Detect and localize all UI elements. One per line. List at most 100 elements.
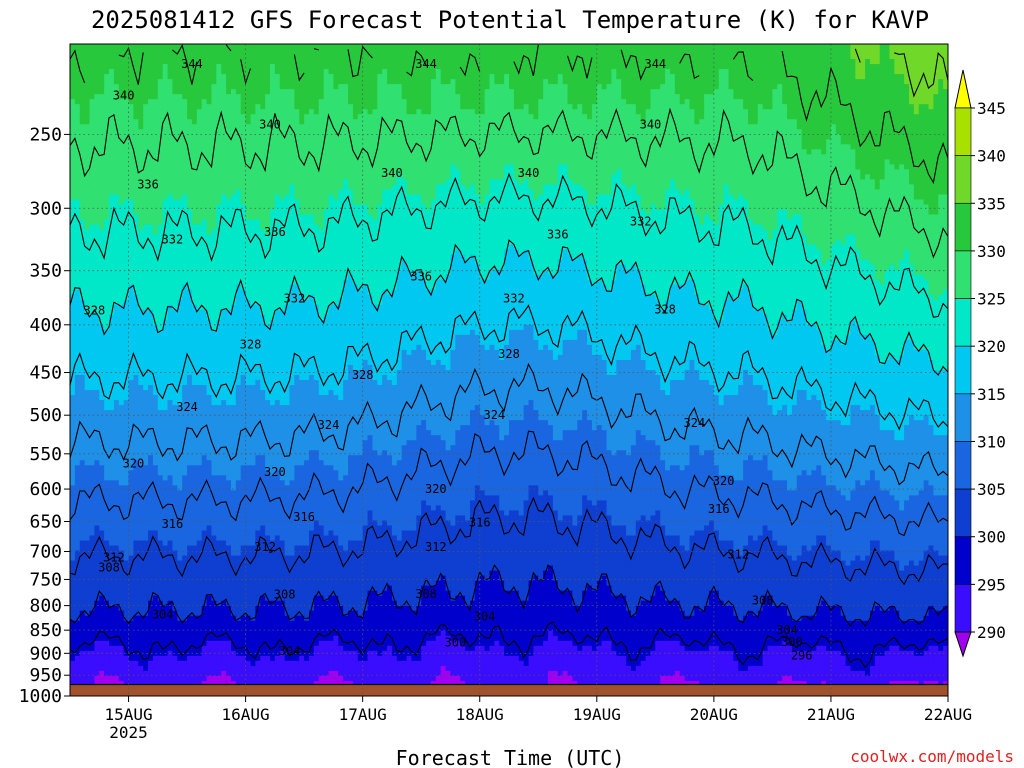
field-cell — [430, 174, 437, 181]
field-cell — [352, 54, 359, 60]
field-cell — [611, 49, 617, 55]
field-cell — [94, 64, 100, 70]
field-cell — [338, 104, 344, 110]
field-cell — [689, 104, 695, 110]
field-cell — [240, 144, 247, 150]
field-cell — [601, 109, 608, 115]
field-cell — [762, 114, 769, 120]
field-cell — [191, 114, 198, 120]
field-cell — [713, 179, 720, 186]
field-cell — [889, 104, 895, 110]
field-cell — [235, 94, 242, 100]
field-cell — [889, 99, 895, 105]
field-cell — [450, 69, 456, 75]
field-cell — [708, 149, 715, 155]
field-cell — [704, 54, 710, 60]
field-cell — [255, 164, 261, 170]
field-cell — [118, 144, 125, 150]
field-cell — [299, 54, 305, 60]
field-cell — [718, 134, 725, 140]
field-cell — [557, 119, 564, 125]
field-cell — [640, 59, 647, 65]
field-cell — [913, 69, 920, 75]
field-cell — [318, 109, 325, 115]
field-cell — [669, 99, 676, 105]
field-cell — [70, 154, 76, 160]
field-cell — [123, 94, 130, 100]
field-cell — [79, 109, 86, 115]
field-cell — [74, 99, 81, 105]
field-cell — [201, 64, 208, 70]
field-cell — [772, 124, 778, 130]
field-cell — [294, 134, 300, 140]
field-cell — [230, 134, 237, 140]
field-cell — [796, 94, 803, 100]
field-cell — [713, 49, 720, 55]
field-cell — [582, 64, 588, 70]
field-cell — [723, 89, 730, 95]
field-cell — [245, 104, 252, 110]
field-cell — [421, 44, 427, 50]
field-cell — [938, 79, 944, 85]
field-cell — [723, 139, 730, 145]
field-cell — [479, 119, 486, 125]
field-cell — [469, 114, 476, 120]
field-cell — [250, 144, 256, 150]
field-cell — [279, 159, 286, 165]
field-cell — [752, 49, 759, 55]
field-cell — [157, 94, 164, 100]
field-cell — [426, 159, 432, 165]
field-cell — [923, 109, 930, 115]
field-cell — [211, 104, 217, 110]
field-cell — [304, 69, 310, 75]
field-cell — [318, 64, 325, 70]
field-cell — [801, 124, 808, 130]
field-cell — [260, 144, 266, 150]
field-cell — [440, 109, 447, 115]
field-cell — [167, 84, 174, 90]
field-cell — [640, 89, 647, 95]
field-cell — [655, 64, 661, 70]
field-cell — [787, 89, 793, 95]
field-cell — [221, 59, 227, 65]
field-cell — [430, 99, 437, 105]
field-cell — [148, 119, 154, 125]
field-cell — [230, 114, 237, 120]
field-cell — [279, 119, 286, 125]
field-cell — [791, 149, 798, 155]
field-cell — [694, 99, 700, 105]
field-cell — [430, 124, 437, 130]
field-cell — [913, 119, 920, 125]
field-cell — [523, 169, 530, 175]
field-cell — [748, 54, 754, 60]
field-cell — [523, 159, 530, 165]
field-cell — [104, 124, 110, 130]
field-cell — [718, 64, 725, 70]
field-cell — [591, 124, 598, 130]
field-cell — [133, 119, 139, 125]
field-cell — [387, 164, 393, 170]
field-cell — [830, 134, 837, 140]
field-cell — [787, 59, 793, 65]
field-cell — [89, 64, 95, 70]
field-cell — [635, 94, 642, 100]
field-cell — [572, 174, 578, 181]
field-cell — [162, 169, 169, 175]
field-cell — [113, 129, 120, 135]
field-cell — [421, 154, 427, 160]
field-cell — [567, 159, 574, 165]
field-cell — [235, 124, 242, 130]
field-cell — [630, 124, 637, 130]
field-cell — [435, 174, 442, 181]
field-cell — [138, 144, 144, 150]
field-cell — [118, 104, 125, 110]
field-cell — [855, 49, 861, 55]
field-cell — [728, 99, 734, 105]
field-cell — [577, 139, 583, 145]
field-cell — [372, 109, 378, 115]
field-cell — [821, 129, 827, 135]
field-cell — [733, 134, 739, 140]
field-cell — [509, 109, 515, 115]
field-cell — [509, 94, 515, 100]
field-cell — [343, 129, 349, 135]
